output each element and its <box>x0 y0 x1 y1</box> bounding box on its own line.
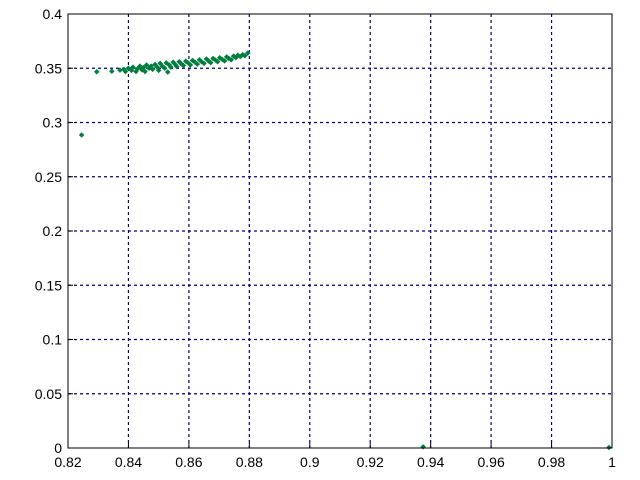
data-point <box>230 53 237 59</box>
data-point <box>143 62 150 68</box>
y-tick-label: 0.3 <box>43 115 63 131</box>
data-point <box>163 60 169 66</box>
data-point <box>130 64 136 70</box>
data-point <box>134 66 141 72</box>
grid-lines <box>68 14 612 448</box>
y-tick-label: 0.25 <box>35 169 62 185</box>
data-point <box>167 64 174 70</box>
x-tick-label: 0.84 <box>115 454 142 470</box>
data-point <box>194 61 201 67</box>
data-point <box>164 69 171 75</box>
data-point <box>161 65 168 72</box>
data-point <box>242 53 248 59</box>
data-point <box>187 62 194 68</box>
x-tick-label: 0.9 <box>300 454 320 470</box>
data-point <box>183 58 189 64</box>
data-point <box>149 66 156 73</box>
data-point <box>93 68 100 75</box>
x-tick-label: 0.92 <box>357 454 384 470</box>
y-tick-label: 0.15 <box>35 277 62 293</box>
data-point <box>210 55 216 62</box>
data-point <box>140 64 147 71</box>
x-tick-label: 0.86 <box>175 454 202 470</box>
x-tick-label: 0.96 <box>477 454 504 470</box>
data-point <box>228 57 234 63</box>
y-tick-label: 0.4 <box>43 6 63 22</box>
data-point <box>606 444 612 451</box>
y-tick-label: 0.35 <box>35 60 62 76</box>
x-tick-label: 0.98 <box>538 454 565 470</box>
data-point <box>216 54 223 61</box>
y-tick-label: 0.05 <box>35 386 62 402</box>
data-point <box>174 63 180 70</box>
data-point <box>235 52 241 58</box>
data-point <box>137 63 143 69</box>
data-point <box>201 60 207 67</box>
data-point <box>78 132 85 138</box>
y-tick-label: 0 <box>54 440 62 456</box>
data-points <box>78 50 612 451</box>
x-tick-label: 0.82 <box>54 454 81 470</box>
data-point <box>109 68 115 75</box>
y-tick-label: 0.2 <box>43 223 63 239</box>
y-tick-label: 0.1 <box>43 332 63 348</box>
data-point <box>125 65 132 72</box>
x-tick-label: 0.94 <box>417 454 444 470</box>
data-point <box>221 58 228 64</box>
data-point <box>214 58 221 65</box>
x-tick-label: 0.88 <box>236 454 263 470</box>
data-point <box>180 62 187 69</box>
data-point <box>245 50 251 56</box>
y-axis-ticks: 0 0.05 0.1 0.15 0.2 0.25 0.3 0.35 0.4 <box>35 6 73 456</box>
x-axis-ticks: 0.82 0.84 0.86 0.88 0.9 0.92 0.94 0.96 0.98 1 <box>54 443 616 470</box>
data-point <box>155 67 162 74</box>
data-point <box>142 68 148 75</box>
data-point <box>122 68 129 75</box>
data-point <box>207 59 214 66</box>
x-tick-label: 1 <box>608 454 616 470</box>
data-point <box>189 57 196 64</box>
